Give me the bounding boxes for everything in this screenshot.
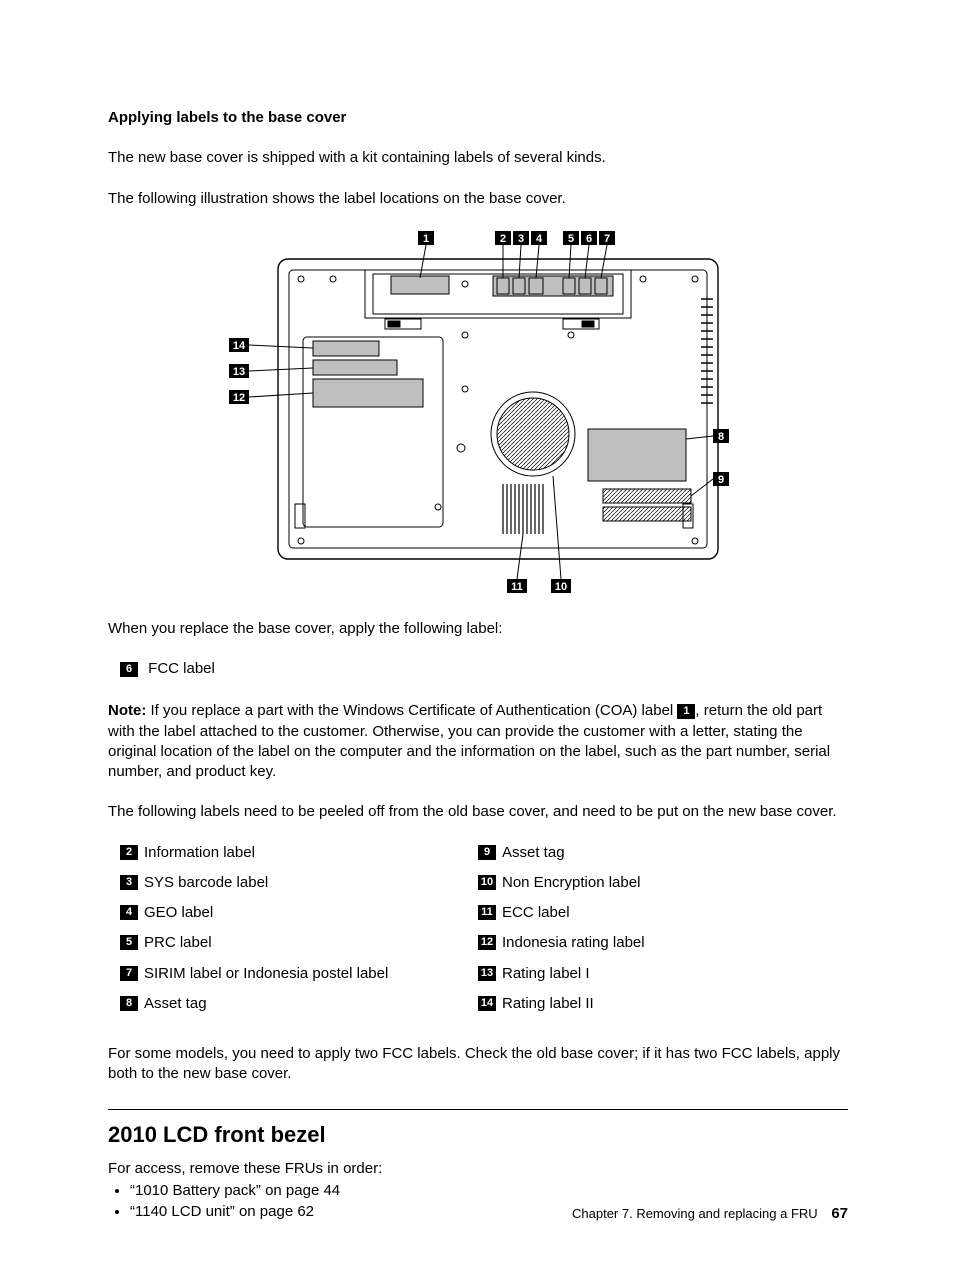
paragraph: The following illustration shows the lab… <box>108 189 848 209</box>
svg-text:11: 11 <box>511 581 523 593</box>
section-heading: Applying labels to the base cover <box>108 108 848 128</box>
callout-badge: 6 <box>120 662 138 677</box>
label-item: 6 FCC label <box>120 659 848 679</box>
label-item: 5 PRC label <box>120 933 478 953</box>
callout-badge: 8 <box>120 996 138 1011</box>
label-item: 11 ECC label <box>478 903 848 923</box>
callout-badge: 9 <box>478 845 496 860</box>
label-text: Rating label I <box>502 964 848 984</box>
paragraph: For some models, you need to apply two F… <box>108 1044 848 1085</box>
page: Applying labels to the base cover The ne… <box>0 0 954 1282</box>
label-item: 13 Rating label I <box>478 964 848 984</box>
label-item: 2 Information label <box>120 843 478 863</box>
svg-text:8: 8 <box>718 431 724 443</box>
label-text: Non Encryption label <box>502 873 848 893</box>
label-text: Asset tag <box>144 994 478 1014</box>
svg-text:9: 9 <box>718 474 724 486</box>
label-item: 7 SIRIM label or Indonesia postel label <box>120 964 478 984</box>
svg-text:5: 5 <box>568 233 574 245</box>
label-text: ECC label <box>502 903 848 923</box>
callout-badge: 12 <box>478 935 496 950</box>
paragraph: The new base cover is shipped with a kit… <box>108 148 848 168</box>
label-text: PRC label <box>144 933 478 953</box>
svg-text:7: 7 <box>604 233 610 245</box>
label-item: 14 Rating label II <box>478 994 848 1014</box>
label-text: Indonesia rating label <box>502 933 848 953</box>
label-text: Information label <box>144 843 478 863</box>
label-item: 3 SYS barcode label <box>120 873 478 893</box>
callout-badge: 14 <box>478 996 496 1011</box>
note-text: If you replace a part with the Windows C… <box>146 702 677 719</box>
label-text: Rating label II <box>502 994 848 1014</box>
paragraph: For access, remove these FRUs in order: <box>108 1159 848 1179</box>
list-item: “1010 Battery pack” on page 44 <box>130 1181 848 1201</box>
callout-badge: 11 <box>478 905 496 920</box>
label-item: 8 Asset tag <box>120 994 478 1014</box>
svg-text:13: 13 <box>233 366 245 378</box>
label-columns: 2 Information label 3 SYS barcode label 4 GEO… <box>108 843 848 1025</box>
label-text: Asset tag <box>502 843 848 863</box>
callout-badge: 5 <box>120 935 138 950</box>
svg-text:10: 10 <box>555 581 567 593</box>
page-footer: Chapter 7. Removing and replacing a FRU … <box>572 1204 848 1224</box>
callout-badge: 3 <box>120 875 138 890</box>
callout-badge: 7 <box>120 966 138 981</box>
svg-text:3: 3 <box>518 233 524 245</box>
section-title: 2010 LCD front bezel <box>108 1120 848 1150</box>
svg-text:4: 4 <box>536 233 543 245</box>
svg-text:1: 1 <box>423 233 429 245</box>
label-text: GEO label <box>144 903 478 923</box>
svg-text:6: 6 <box>586 233 592 245</box>
callout-badge: 10 <box>478 875 496 890</box>
footer-text: Chapter 7. Removing and replacing a FRU <box>572 1206 818 1221</box>
svg-text:2: 2 <box>500 233 506 245</box>
label-item: 9 Asset tag <box>478 843 848 863</box>
callout-badge: 2 <box>120 845 138 860</box>
callout-badge: 4 <box>120 905 138 920</box>
label-text: SIRIM label or Indonesia postel label <box>144 964 478 984</box>
note-label: Note: <box>108 702 146 719</box>
svg-text:12: 12 <box>233 392 245 404</box>
callout-badge: 1 <box>677 704 695 719</box>
section-rule <box>108 1109 848 1110</box>
note-paragraph: Note: If you replace a part with the Win… <box>108 701 848 782</box>
label-text: SYS barcode label <box>144 873 478 893</box>
callout-badge: 13 <box>478 966 496 981</box>
label-column-left: 2 Information label 3 SYS barcode label 4 GEO… <box>108 843 478 1025</box>
label-column-right: 9 Asset tag 10 Non Encryption label 11 ECC la… <box>478 843 848 1025</box>
paragraph: The following labels need to be peeled o… <box>108 802 848 822</box>
base-cover-diagram: 1234567141312891110 <box>223 229 733 595</box>
footer-page-number: 67 <box>831 1205 848 1222</box>
label-item: 10 Non Encryption label <box>478 873 848 893</box>
label-item: 12 Indonesia rating label <box>478 933 848 953</box>
svg-text:14: 14 <box>233 340 246 352</box>
label-item: 4 GEO label <box>120 903 478 923</box>
label-text: FCC label <box>148 660 215 677</box>
paragraph: When you replace the base cover, apply t… <box>108 619 848 639</box>
